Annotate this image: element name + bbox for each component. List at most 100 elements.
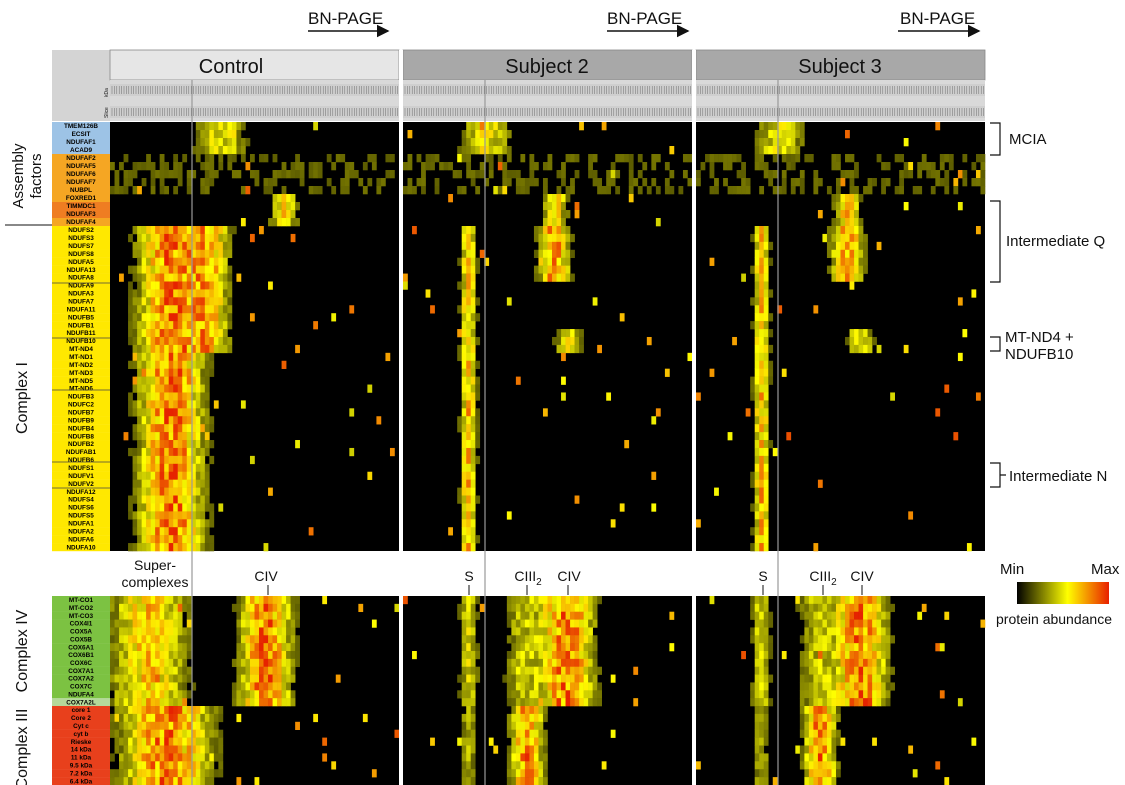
heatmap-cell bbox=[863, 674, 868, 683]
heatmap-cell bbox=[155, 769, 160, 778]
heatmap-cell bbox=[281, 619, 287, 628]
heatmap-cell bbox=[182, 666, 188, 675]
heatmap-cell bbox=[831, 721, 837, 730]
heatmap-cell bbox=[204, 440, 210, 449]
heatmap-cell bbox=[114, 777, 120, 785]
heatmap-cell bbox=[497, 154, 503, 163]
heatmap-cell bbox=[511, 706, 517, 715]
heatmap-cell bbox=[597, 596, 602, 605]
heatmap-cell bbox=[542, 690, 548, 699]
heatmap-cell bbox=[177, 596, 183, 605]
heatmap-cell bbox=[173, 233, 179, 243]
heatmap-cell bbox=[128, 745, 133, 754]
heatmap-cell bbox=[173, 249, 179, 259]
heatmap-cell bbox=[669, 146, 675, 155]
heatmap-cell bbox=[182, 336, 188, 346]
heatmap-cell bbox=[817, 690, 823, 699]
heatmap-cell bbox=[520, 753, 526, 762]
heatmap-cell bbox=[804, 706, 810, 715]
heatmap-cell bbox=[552, 698, 557, 707]
heatmap-cell bbox=[524, 178, 530, 187]
heatmap-cell bbox=[150, 455, 156, 465]
heatmap-cell bbox=[461, 596, 467, 605]
heatmap-cell bbox=[159, 352, 165, 362]
heatmap-cell bbox=[191, 146, 197, 155]
heatmap-cell bbox=[759, 487, 765, 496]
heatmap-cell bbox=[254, 666, 260, 675]
heatmap-cell bbox=[150, 527, 156, 536]
heatmap-cell bbox=[822, 682, 828, 691]
heatmap-cell bbox=[263, 178, 269, 187]
heatmap-cell bbox=[173, 619, 179, 628]
heatmap-cell bbox=[754, 682, 760, 691]
heatmap-cell bbox=[137, 162, 142, 171]
heatmap-cell bbox=[123, 154, 129, 163]
heatmap-cell bbox=[263, 666, 269, 675]
heatmap-cell bbox=[146, 737, 151, 746]
heatmap-cell bbox=[542, 729, 548, 738]
heatmap-cell bbox=[759, 706, 765, 715]
heatmap-cell bbox=[159, 233, 165, 243]
heatmap-cell bbox=[754, 233, 760, 243]
heatmap-cell bbox=[466, 543, 472, 552]
heatmap-cell bbox=[186, 666, 192, 675]
heatmap-cell bbox=[150, 479, 156, 488]
heatmap-cell bbox=[511, 729, 517, 738]
heatmap-cell bbox=[132, 487, 138, 496]
heatmap-cell bbox=[826, 698, 832, 707]
heatmap-cell bbox=[822, 698, 828, 707]
heatmap-cell bbox=[601, 186, 607, 195]
heatmap-cell bbox=[768, 138, 774, 147]
heatmap-cell bbox=[831, 162, 837, 171]
heatmap-cell bbox=[236, 603, 242, 613]
heatmap-cell bbox=[173, 511, 179, 520]
heatmap-cell bbox=[470, 178, 476, 187]
heatmap-cell bbox=[191, 313, 197, 322]
heatmap-cell bbox=[209, 241, 215, 251]
heatmap-cell bbox=[132, 619, 138, 628]
heatmap-cell bbox=[182, 603, 188, 613]
heatmap-cell bbox=[132, 344, 138, 354]
heatmap-cell bbox=[155, 761, 160, 770]
heatmap-cell bbox=[520, 154, 526, 163]
heatmap-cell bbox=[813, 186, 819, 195]
heatmap-cell bbox=[466, 729, 472, 738]
protein-label: 9.5 kDa bbox=[70, 762, 93, 769]
heatmap-cell bbox=[177, 463, 183, 473]
heatmap-cell bbox=[601, 122, 607, 131]
heatmap-cell bbox=[754, 635, 760, 644]
heatmap-cell bbox=[227, 162, 233, 171]
heatmap-cell bbox=[132, 432, 138, 441]
heatmap-cell bbox=[137, 424, 142, 433]
heatmap-cell bbox=[552, 257, 557, 266]
heatmap-cell bbox=[141, 392, 147, 401]
heatmap-cell bbox=[795, 178, 801, 187]
heatmap-cell bbox=[849, 265, 855, 274]
heatmap-cell bbox=[123, 729, 129, 738]
heatmap-cell bbox=[520, 596, 526, 605]
heatmap-cell bbox=[137, 619, 142, 628]
heatmap-cell bbox=[506, 146, 512, 155]
heatmap-cell bbox=[268, 611, 273, 620]
heatmap-cell bbox=[200, 257, 206, 266]
heatmap-cell bbox=[552, 202, 557, 211]
heatmap-cell bbox=[182, 737, 188, 746]
heatmap-cell bbox=[547, 658, 553, 668]
heatmap-cell bbox=[191, 721, 197, 730]
heatmap-cell bbox=[574, 690, 580, 699]
heatmap-cell bbox=[186, 479, 192, 488]
heatmap-cell bbox=[615, 186, 621, 195]
heatmap-cell bbox=[182, 596, 188, 605]
heatmap-cell bbox=[168, 336, 174, 346]
heatmap-cell bbox=[146, 384, 151, 393]
protein-label: NDUFA9 bbox=[68, 283, 94, 290]
heatmap-cell bbox=[204, 753, 210, 762]
heatmap-cell bbox=[466, 753, 472, 762]
heatmap-cell bbox=[804, 745, 810, 754]
heatmap-cell bbox=[137, 432, 142, 441]
heatmap-cell bbox=[195, 321, 201, 330]
heatmap-cell bbox=[213, 170, 219, 179]
heatmap-cell bbox=[565, 658, 571, 668]
heatmap-cell bbox=[858, 336, 864, 346]
heatmap-cell bbox=[542, 753, 548, 762]
